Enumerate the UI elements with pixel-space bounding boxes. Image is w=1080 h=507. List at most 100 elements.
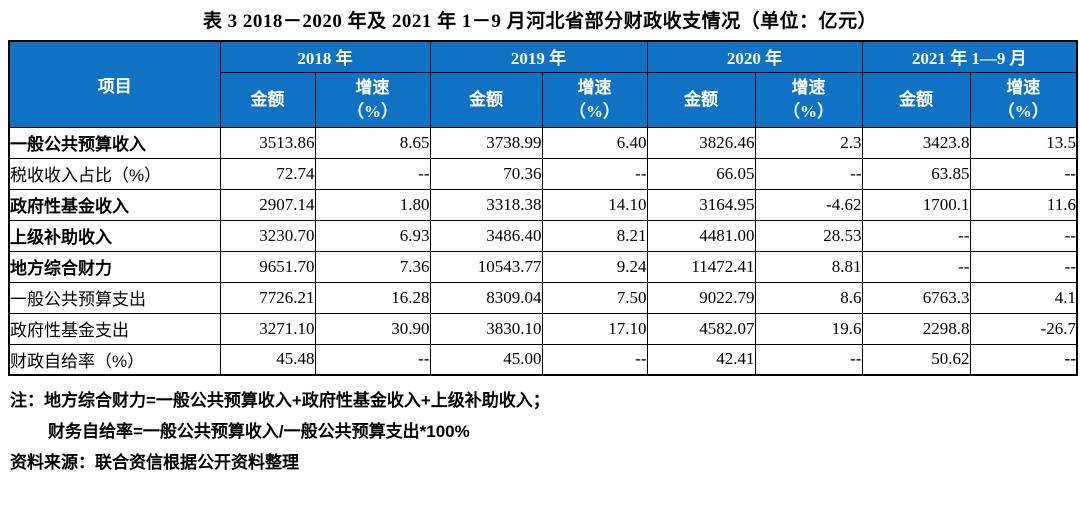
cell-value: 3271.10 bbox=[219, 312, 316, 345]
col-header-amount-2020: 金额 bbox=[646, 71, 756, 128]
row-label: 政府性基金收入 bbox=[8, 188, 221, 221]
cell-value: 8.6 bbox=[754, 281, 863, 314]
col-header-item: 项目 bbox=[8, 40, 221, 128]
table-row: 政府性基金支出 3271.10 30.90 3830.10 17.10 4582.07 19… bbox=[8, 312, 1078, 345]
cell-value: 6.93 bbox=[314, 219, 431, 252]
cell-value: 7.36 bbox=[314, 250, 431, 283]
cell-value: 4582.07 bbox=[646, 312, 756, 345]
cell-value: 45.00 bbox=[429, 343, 543, 376]
table-title: 表 3 2018－2020 年及 2021 年 1－9 月河北省部分财政收支情况… bbox=[202, 11, 878, 32]
cell-value: 1.80 bbox=[314, 188, 431, 221]
cell-value: -4.62 bbox=[754, 188, 863, 221]
cell-value: 19.6 bbox=[754, 312, 863, 345]
cell-value: 70.36 bbox=[429, 157, 543, 190]
cell-value: 66.05 bbox=[646, 157, 756, 190]
cell-value: 4481.00 bbox=[646, 219, 756, 252]
col-header-amount-2018: 金额 bbox=[219, 71, 316, 128]
note-line-1: 注：地方综合财力=一般公共预算收入+政府性基金收入+上级补助收入； bbox=[10, 391, 550, 410]
col-header-year-2018: 2018 年 bbox=[219, 40, 431, 73]
cell-value: 17.10 bbox=[541, 312, 648, 345]
cell-value: -- bbox=[754, 343, 863, 376]
row-label: 税收收入占比（%） bbox=[8, 157, 221, 190]
growth-label: 增速 bbox=[1006, 77, 1041, 97]
growth-label: 增速 bbox=[791, 77, 826, 97]
cell-value: 7726.21 bbox=[219, 281, 316, 314]
col-header-amount-2019: 金额 bbox=[429, 71, 543, 128]
cell-value: 6763.3 bbox=[861, 281, 971, 314]
table-row: 地方综合财力 9651.70 7.36 10543.77 9.24 11472.41 8.8… bbox=[8, 250, 1078, 283]
table-row: 一般公共预算支出 7726.21 16.28 8309.04 7.50 9022.79 8.… bbox=[8, 281, 1078, 314]
table-row: 税收收入占比（%） 72.74 -- 70.36 -- 66.05 -- 63.85 -- bbox=[8, 157, 1078, 190]
col-header-growth-2018: 增速 （%） bbox=[314, 71, 431, 128]
growth-label: 增速 bbox=[577, 77, 612, 97]
cell-value: -26.7 bbox=[969, 312, 1078, 345]
row-label: 一般公共预算支出 bbox=[8, 281, 221, 314]
cell-value: -- bbox=[541, 343, 648, 376]
cell-value: 8.81 bbox=[754, 250, 863, 283]
cell-value: 8309.04 bbox=[429, 281, 543, 314]
cell-value: -- bbox=[314, 343, 431, 376]
cell-value: -- bbox=[541, 157, 648, 190]
cell-value: 8.21 bbox=[541, 219, 648, 252]
cell-value: -- bbox=[861, 219, 971, 252]
table-row: 政府性基金收入 2907.14 1.80 3318.38 14.10 3164.95 -4.… bbox=[8, 188, 1078, 221]
cell-value: 6.40 bbox=[541, 126, 648, 159]
cell-value: 10543.77 bbox=[429, 250, 543, 283]
cell-value: 11472.41 bbox=[646, 250, 756, 283]
cell-value: 30.90 bbox=[314, 312, 431, 345]
cell-value: 2907.14 bbox=[219, 188, 316, 221]
cell-value: 3230.70 bbox=[219, 219, 316, 252]
cell-value: -- bbox=[754, 157, 863, 190]
cell-value: 3826.46 bbox=[646, 126, 756, 159]
cell-value: 50.62 bbox=[861, 343, 971, 376]
col-header-growth-2020: 增速 （%） bbox=[754, 71, 863, 128]
cell-value: 28.53 bbox=[754, 219, 863, 252]
cell-value: 45.48 bbox=[219, 343, 316, 376]
notes-block: 注：地方综合财力=一般公共预算收入+政府性基金收入+上级补助收入； 财务自给率=… bbox=[10, 385, 1080, 478]
cell-value: 4.1 bbox=[969, 281, 1078, 314]
growth-label: 增速 bbox=[355, 77, 390, 97]
col-header-year-2020: 2020 年 bbox=[646, 40, 863, 73]
row-label: 上级补助收入 bbox=[8, 219, 221, 252]
cell-value: 42.41 bbox=[646, 343, 756, 376]
source-line: 资料来源：联合资信根据公开资料整理 bbox=[10, 453, 299, 472]
cell-value: 9.24 bbox=[541, 250, 648, 283]
growth-unit: （%） bbox=[347, 101, 398, 121]
table-row: 上级补助收入 3230.70 6.93 3486.40 8.21 4481.00 28.53… bbox=[8, 219, 1078, 252]
cell-value: 11.6 bbox=[969, 188, 1078, 221]
cell-value: -- bbox=[861, 250, 971, 283]
col-header-growth-2019: 增速 （%） bbox=[541, 71, 648, 128]
cell-value: 3486.40 bbox=[429, 219, 543, 252]
col-header-amount-2021: 金额 bbox=[861, 71, 971, 128]
cell-value: 3513.86 bbox=[219, 126, 316, 159]
row-label: 地方综合财力 bbox=[8, 250, 221, 283]
cell-value: 14.10 bbox=[541, 188, 648, 221]
row-label: 一般公共预算收入 bbox=[8, 126, 221, 159]
cell-value: 72.74 bbox=[219, 157, 316, 190]
cell-value: 9022.79 bbox=[646, 281, 756, 314]
col-header-year-2021: 2021 年 1—9 月 bbox=[861, 40, 1078, 73]
cell-value: 3318.38 bbox=[429, 188, 543, 221]
cell-value: 8.65 bbox=[314, 126, 431, 159]
growth-unit: （%） bbox=[997, 101, 1049, 121]
cell-value: 2.3 bbox=[754, 126, 863, 159]
table-row: 财政自给率（%） 45.48 -- 45.00 -- 42.41 -- 50.62 -- bbox=[8, 343, 1078, 376]
cell-value: 7.50 bbox=[541, 281, 648, 314]
cell-value: -- bbox=[314, 157, 431, 190]
table-body: 一般公共预算收入 3513.86 8.65 3738.99 6.40 3826.46 2.3… bbox=[8, 126, 1078, 376]
cell-value: 13.5 bbox=[969, 126, 1078, 159]
row-label: 财政自给率（%） bbox=[8, 343, 221, 376]
cell-value: 1700.1 bbox=[861, 188, 971, 221]
finance-table: 项目 2018 年 2019 年 2020 年 2021 年 1—9 月 金额 … bbox=[8, 40, 1078, 376]
cell-value: -- bbox=[969, 157, 1078, 190]
cell-value: 3738.99 bbox=[429, 126, 543, 159]
cell-value: 3164.95 bbox=[646, 188, 756, 221]
note-line-2: 财务自给率=一般公共预算收入/一般公共预算支出*100% bbox=[48, 422, 470, 441]
table-row: 一般公共预算收入 3513.86 8.65 3738.99 6.40 3826.46 2.3… bbox=[8, 126, 1078, 159]
cell-value: 16.28 bbox=[314, 281, 431, 314]
cell-value: 63.85 bbox=[861, 157, 971, 190]
growth-unit: （%） bbox=[783, 101, 834, 121]
cell-value: 2298.8 bbox=[861, 312, 971, 345]
cell-value: 9651.70 bbox=[219, 250, 316, 283]
col-header-growth-2021: 增速 （%） bbox=[969, 71, 1078, 128]
